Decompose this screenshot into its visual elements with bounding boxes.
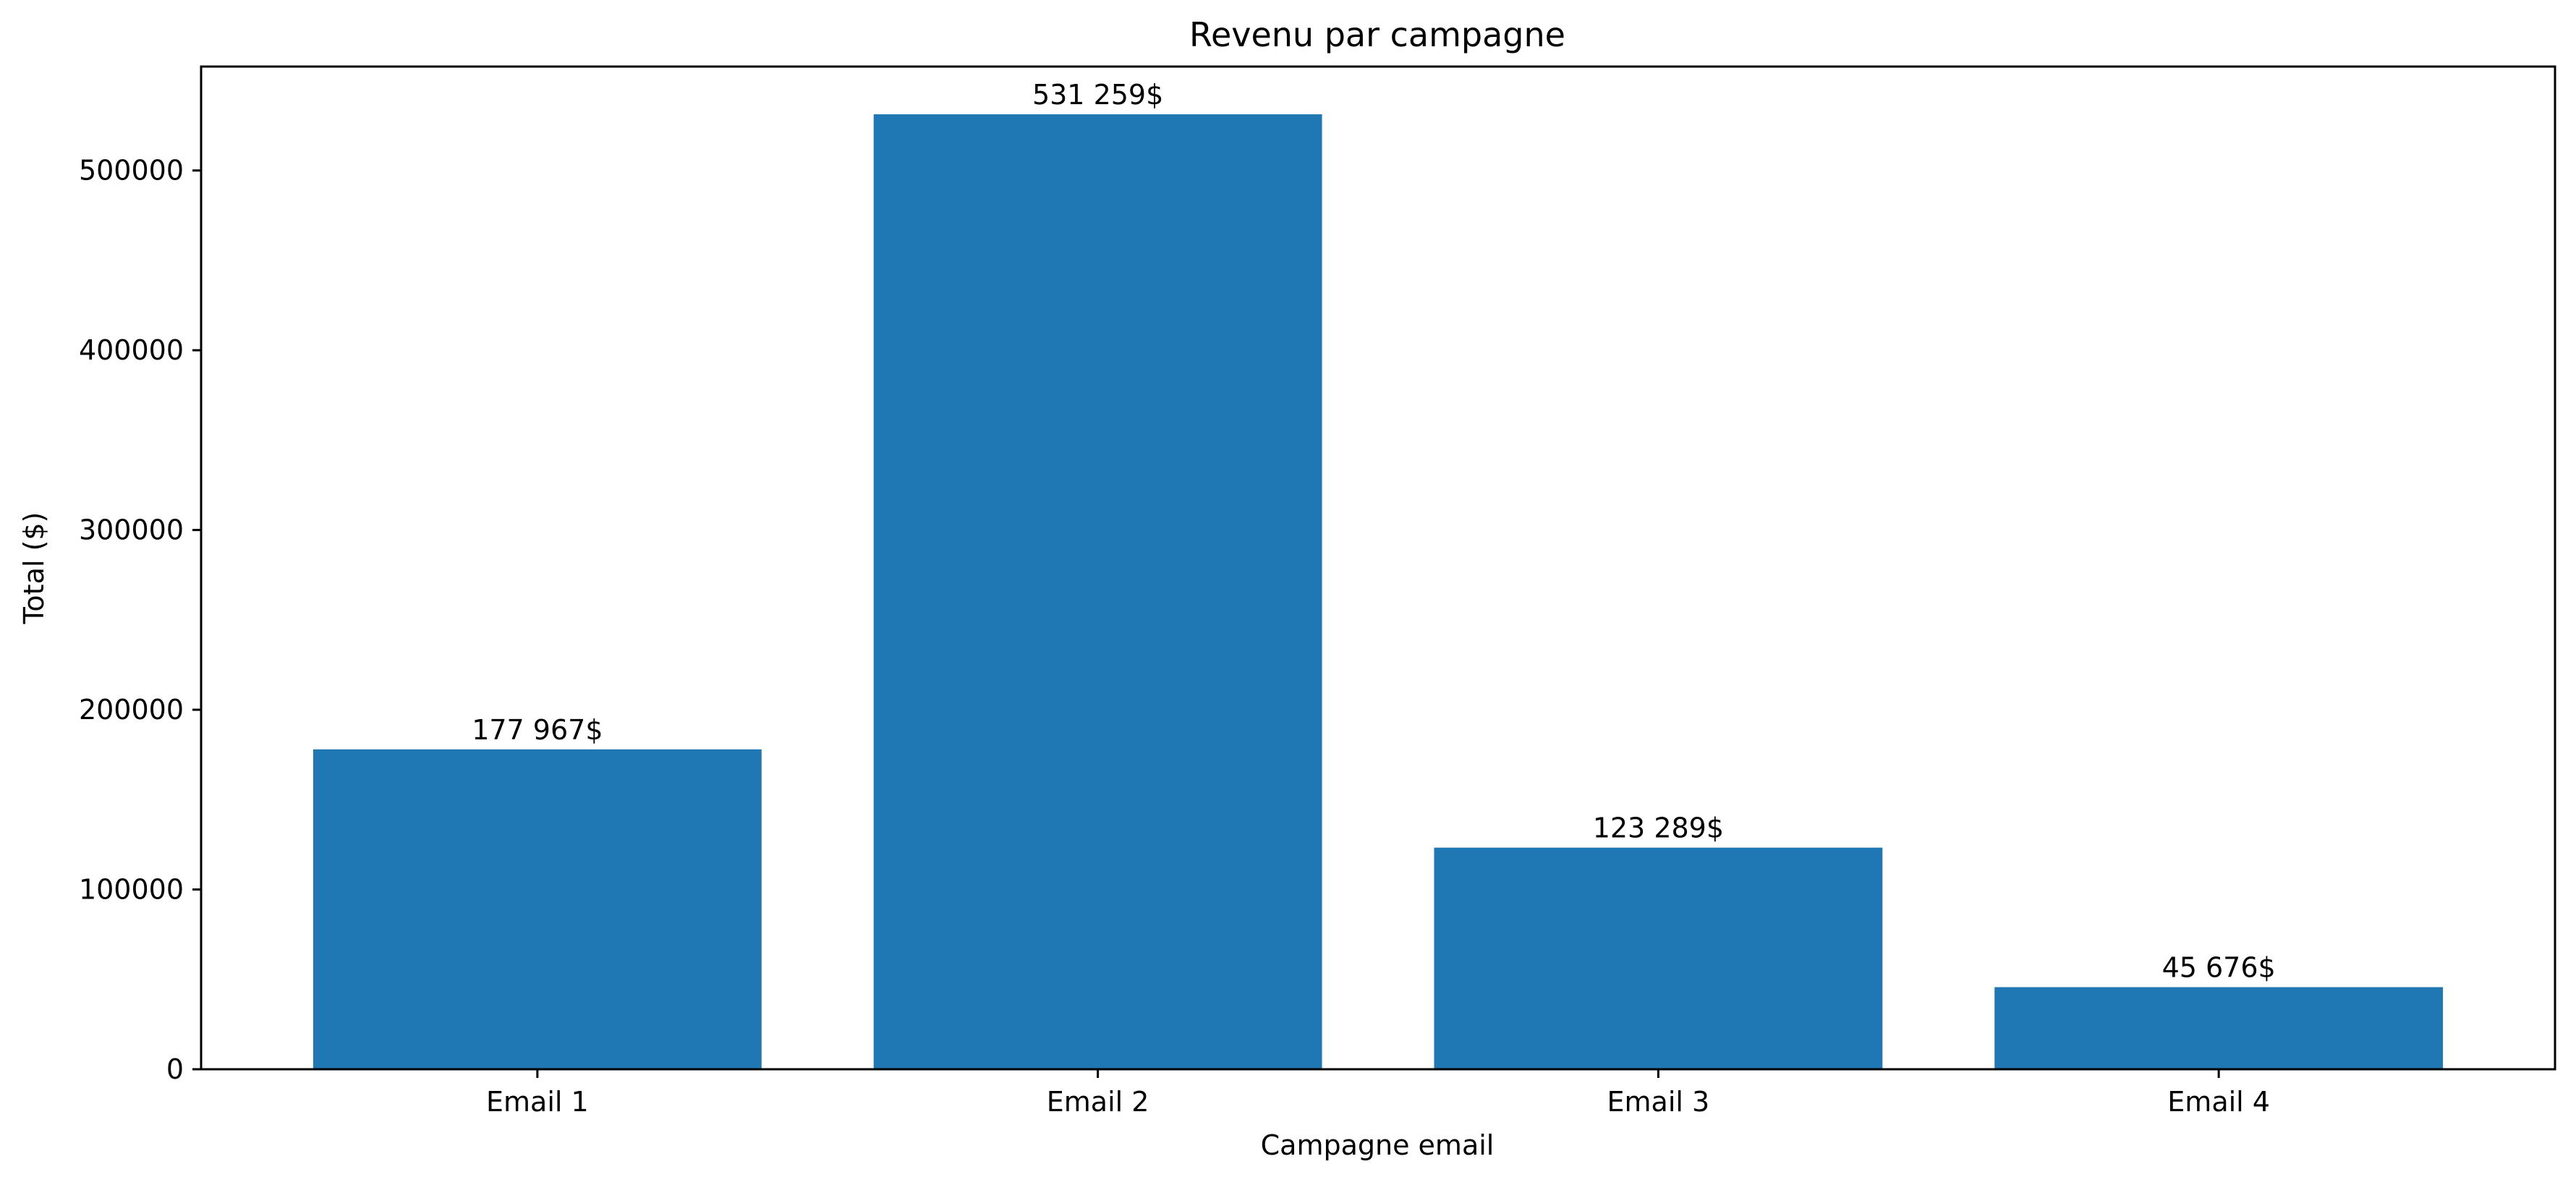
- bar: [313, 749, 762, 1069]
- y-tick-label: 400000: [79, 334, 184, 366]
- data-label: 123 289$: [1593, 812, 1724, 844]
- plot-frame: [200, 65, 2556, 1071]
- data-label: 177 967$: [472, 714, 603, 746]
- data-label: 45 676$: [2162, 952, 2276, 984]
- x-tick-label: Email 2: [1047, 1086, 1149, 1118]
- y-axis-label: Total ($): [18, 512, 50, 625]
- x-tick-label: Email 1: [486, 1086, 589, 1118]
- y-tick-label: 200000: [79, 694, 184, 726]
- plot-area: 177 967$ Email 1 531 259$ Email 2 123 289$ Em…: [79, 79, 2444, 1118]
- y-tick-label: 300000: [79, 514, 184, 546]
- bar: [1994, 987, 2444, 1069]
- x-axis-label: Campagne email: [1261, 1129, 1495, 1161]
- x-tick-label: Email 4: [2167, 1086, 2270, 1118]
- bar: [873, 114, 1322, 1069]
- y-tick-label: 100000: [79, 874, 184, 906]
- x-tick-label: Email 3: [1607, 1086, 1710, 1118]
- data-label: 531 259$: [1032, 79, 1163, 111]
- y-tick-label: 0: [166, 1053, 184, 1085]
- bar: [1434, 847, 1883, 1069]
- y-tick-label: 500000: [79, 155, 184, 187]
- chart-title: Revenu par campagne: [1189, 15, 1565, 54]
